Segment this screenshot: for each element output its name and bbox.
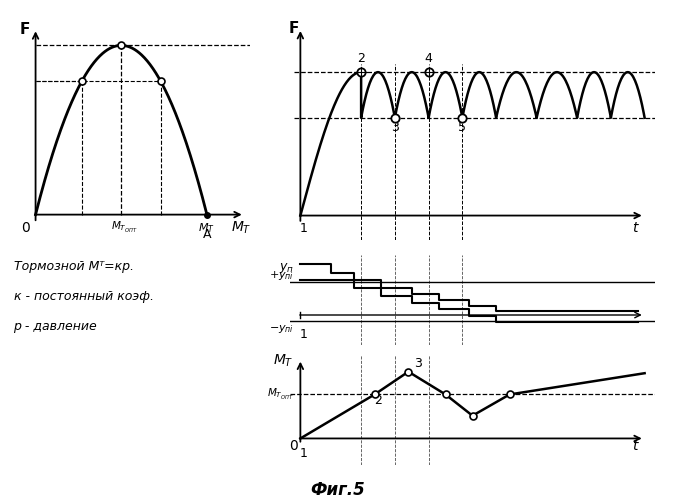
Text: 3: 3: [414, 357, 423, 370]
Text: A: A: [202, 228, 211, 241]
Text: t: t: [632, 221, 637, 235]
Text: 1: 1: [300, 222, 308, 235]
Text: 1: 1: [300, 328, 308, 341]
Text: 4: 4: [425, 52, 433, 66]
Text: 5: 5: [458, 121, 466, 134]
Text: 1: 1: [300, 448, 308, 460]
Text: 0: 0: [21, 220, 30, 234]
Text: 2: 2: [374, 394, 382, 406]
Text: $-y_{пi}$: $-y_{пi}$: [269, 323, 294, 335]
Text: к - постоянный коэф.: к - постоянный коэф.: [14, 290, 153, 303]
Text: р - давление: р - давление: [14, 320, 97, 333]
Text: t: t: [632, 439, 637, 453]
Text: $y_п$: $y_п$: [279, 261, 294, 275]
Text: $M_T$: $M_T$: [231, 220, 252, 236]
Text: $M_{T_{ОПТ}}$: $M_{T_{ОПТ}}$: [111, 220, 138, 235]
Text: $+y_{пi}$: $+y_{пi}$: [269, 270, 294, 282]
Text: $M_T$: $M_T$: [273, 353, 294, 370]
Text: Тормозной Мᵀ=кр.: Тормозной Мᵀ=кр.: [14, 260, 134, 273]
Text: 3: 3: [391, 121, 399, 134]
Text: F: F: [20, 22, 30, 36]
Text: F: F: [288, 21, 299, 36]
Text: Фиг.5: Фиг.5: [310, 481, 365, 499]
Text: $M_{T_{ОПТ}}$: $M_{T_{ОПТ}}$: [267, 387, 294, 402]
Text: 0: 0: [290, 439, 298, 453]
Text: $M_T$: $M_T$: [198, 222, 215, 235]
Text: 2: 2: [357, 52, 365, 66]
